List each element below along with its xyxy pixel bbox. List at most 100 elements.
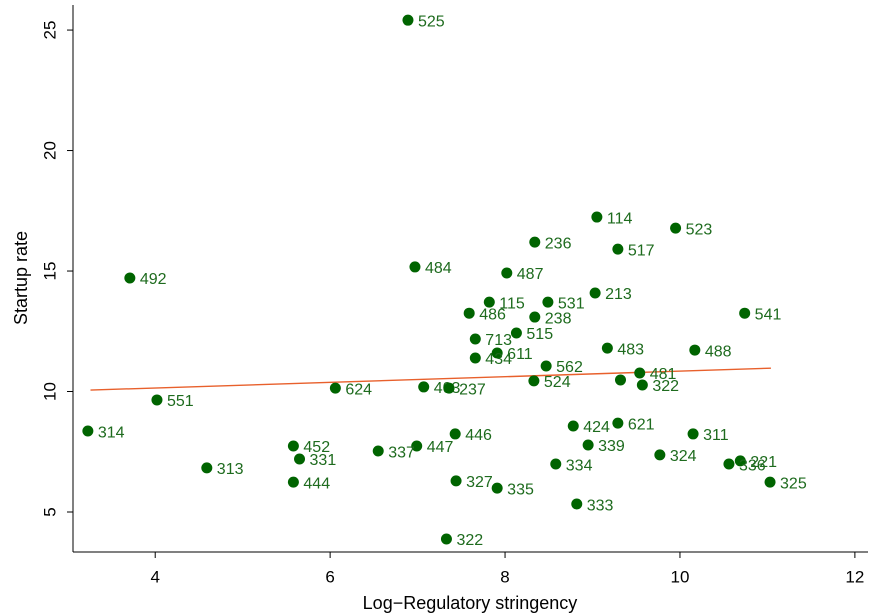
point-label: 551	[167, 393, 194, 410]
x-tick-label: 6	[325, 567, 334, 586]
point	[450, 475, 462, 487]
point-label: 333	[587, 497, 614, 514]
point-label: 339	[598, 438, 625, 455]
point	[689, 344, 701, 356]
point	[449, 428, 461, 440]
point-label: 492	[140, 271, 167, 288]
point-label: 447	[427, 439, 454, 456]
point-label: 313	[217, 461, 244, 478]
point-label: 327	[466, 474, 493, 491]
point-label: 452	[303, 439, 330, 456]
point-label: 517	[628, 242, 655, 259]
point-label: 621	[628, 416, 655, 433]
point	[550, 458, 562, 470]
point-label: 238	[545, 310, 572, 327]
point	[582, 439, 594, 451]
point	[124, 272, 136, 284]
y-tick-label: 25	[40, 21, 59, 40]
point	[201, 462, 213, 474]
point-label: 314	[98, 424, 125, 441]
point-label: 525	[418, 13, 445, 30]
point	[82, 425, 94, 437]
point	[469, 333, 481, 345]
point	[411, 440, 423, 452]
point-label: 531	[558, 295, 585, 312]
point-label: 237	[459, 381, 486, 398]
point	[372, 445, 384, 457]
point	[440, 533, 452, 545]
point	[491, 482, 503, 494]
point	[670, 222, 682, 234]
point	[567, 420, 579, 432]
point	[409, 261, 421, 273]
point-label: 446	[465, 427, 492, 444]
point	[589, 287, 601, 299]
point-label: 324	[670, 448, 697, 465]
x-tick-label: 4	[150, 567, 159, 586]
x-tick-label: 8	[500, 567, 509, 586]
point-label: 434	[485, 351, 512, 368]
x-tick-label: 12	[845, 567, 864, 586]
point-label: 486	[479, 306, 506, 323]
point	[529, 236, 541, 248]
point	[463, 307, 475, 319]
x-tick-label: 10	[671, 567, 690, 586]
point	[528, 375, 540, 387]
y-tick-label: 20	[40, 141, 59, 160]
point	[634, 367, 646, 379]
point	[491, 347, 503, 359]
point-label: 484	[425, 260, 452, 277]
point-label: 515	[526, 326, 553, 343]
point	[614, 374, 626, 386]
point-label: 336	[739, 457, 766, 474]
point	[654, 449, 666, 461]
point-label: 624	[345, 381, 372, 398]
point	[571, 498, 583, 510]
point	[510, 327, 522, 339]
point	[723, 458, 735, 470]
point-label: 487	[517, 266, 544, 283]
y-axis-label: Startup rate	[11, 231, 31, 325]
point-label: 322	[456, 532, 483, 549]
point-label: 337	[388, 444, 415, 461]
point	[636, 379, 648, 391]
point	[529, 311, 541, 323]
point-label: 322	[652, 378, 679, 395]
point	[612, 417, 624, 429]
point-label: 541	[755, 306, 782, 323]
point-label: 334	[566, 457, 593, 474]
point-label: 523	[686, 221, 713, 238]
point-label: 335	[507, 481, 534, 498]
point-label: 236	[545, 235, 572, 252]
point	[402, 14, 414, 26]
point-label: 611	[507, 346, 533, 363]
point-label: 213	[605, 286, 632, 303]
point-label: 221	[750, 454, 777, 471]
point-label: 115	[499, 295, 525, 312]
point	[294, 453, 306, 465]
y-tick-label: 15	[40, 262, 59, 281]
point	[591, 211, 603, 223]
y-tick-label: 10	[40, 382, 59, 401]
point	[329, 382, 341, 394]
point-label: 524	[544, 374, 571, 391]
point	[418, 381, 430, 393]
point	[612, 243, 624, 255]
point	[734, 455, 746, 467]
point-label: 114	[607, 210, 633, 227]
point-label: 481	[650, 366, 677, 383]
point	[739, 307, 751, 319]
point-label: 444	[303, 475, 330, 492]
point	[764, 476, 776, 488]
point-label: 311	[703, 427, 729, 444]
point	[542, 296, 554, 308]
point-label: 331	[310, 452, 337, 469]
point	[287, 476, 299, 488]
point-label: 713	[485, 332, 512, 349]
point-label: 424	[583, 419, 610, 436]
point	[151, 394, 163, 406]
point	[287, 440, 299, 452]
point-label: 562	[556, 359, 583, 376]
point	[443, 382, 455, 394]
